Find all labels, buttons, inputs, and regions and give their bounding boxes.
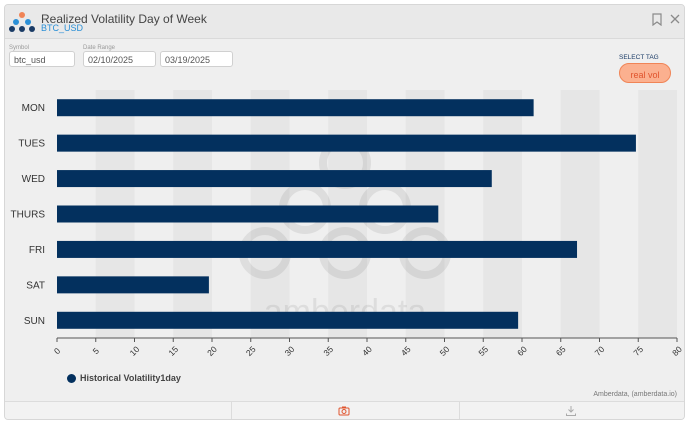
- end-date-input[interactable]: 03/19/2025: [160, 51, 233, 67]
- footer-cell-left: [5, 402, 232, 419]
- bar-wed: [57, 170, 492, 188]
- bar-sat: [57, 276, 209, 294]
- symbol-input[interactable]: btc_usd: [9, 51, 75, 67]
- chart-card: Realized Volatility Day of Week BTC_USD …: [4, 4, 685, 420]
- download-icon[interactable]: [565, 405, 577, 417]
- category-label: SUN: [24, 316, 45, 327]
- x-tick-label: 40: [360, 344, 374, 358]
- x-tick-label: 25: [244, 344, 258, 358]
- x-tick-label: 20: [205, 344, 219, 358]
- category-label: WED: [22, 174, 45, 185]
- start-date-input[interactable]: 02/10/2025: [83, 51, 156, 67]
- bar-sun: [57, 311, 519, 329]
- select-tag-label: SELECT TAG: [619, 54, 659, 61]
- bar-tues: [57, 134, 636, 152]
- x-tick-label: 50: [438, 344, 452, 358]
- pair-subtitle[interactable]: BTC_USD: [41, 23, 84, 33]
- page-title: Realized Volatility Day of Week: [41, 12, 207, 26]
- grid-band: [483, 90, 522, 338]
- x-tick-label: 55: [476, 344, 490, 358]
- category-label: FRI: [29, 245, 45, 256]
- date-range-label: Date Range: [83, 45, 116, 51]
- x-axis: 0 5 10 15 20 25 30 35 40 45 50 55 60 65 70 75 80: [52, 337, 684, 358]
- legend-label: Historical Volatility1day: [80, 373, 181, 383]
- x-tick-label: 30: [283, 344, 297, 358]
- amberdata-logo: [9, 12, 35, 32]
- x-tick-label: 80: [670, 344, 684, 358]
- x-tick-label: 15: [166, 344, 180, 358]
- category-label: TUES: [18, 139, 45, 150]
- footer-cell-download[interactable]: [460, 402, 684, 419]
- x-tick-label: 5: [91, 346, 102, 357]
- bar-series: [57, 99, 636, 329]
- x-tick-label: 45: [399, 344, 413, 358]
- symbol-label: Symbol: [9, 45, 30, 51]
- x-tick-label: 70: [593, 344, 607, 358]
- bar-mon: [57, 99, 534, 117]
- x-tick-label: 35: [321, 344, 335, 358]
- card-header: Realized Volatility Day of Week BTC_USD: [5, 5, 684, 39]
- bookmark-icon[interactable]: [650, 13, 664, 27]
- grid-band: [560, 90, 600, 338]
- x-tick-label: 75: [631, 344, 645, 358]
- credit-text: Amberdata, (amberdata.io): [593, 391, 677, 398]
- bar-thurs: [57, 205, 439, 223]
- camera-icon[interactable]: [338, 405, 350, 417]
- x-tick-label: 0: [52, 346, 63, 357]
- grid-band: [638, 90, 677, 338]
- bar-fri: [57, 240, 578, 258]
- x-tick-label: 60: [515, 344, 529, 358]
- y-axis-labels: MON TUES WED THURS FRI SAT SUN: [11, 103, 46, 327]
- category-label: THURS: [11, 210, 46, 221]
- legend-swatch: [67, 374, 76, 383]
- x-tick-label: 65: [554, 344, 568, 358]
- footer-cell-camera[interactable]: [232, 402, 460, 419]
- close-icon[interactable]: [668, 13, 682, 27]
- category-label: MON: [22, 103, 45, 114]
- category-label: SAT: [26, 280, 45, 291]
- tag-chip[interactable]: real vol: [619, 63, 671, 83]
- toolbar-footer: [5, 401, 684, 419]
- x-tick-label: 10: [128, 344, 142, 358]
